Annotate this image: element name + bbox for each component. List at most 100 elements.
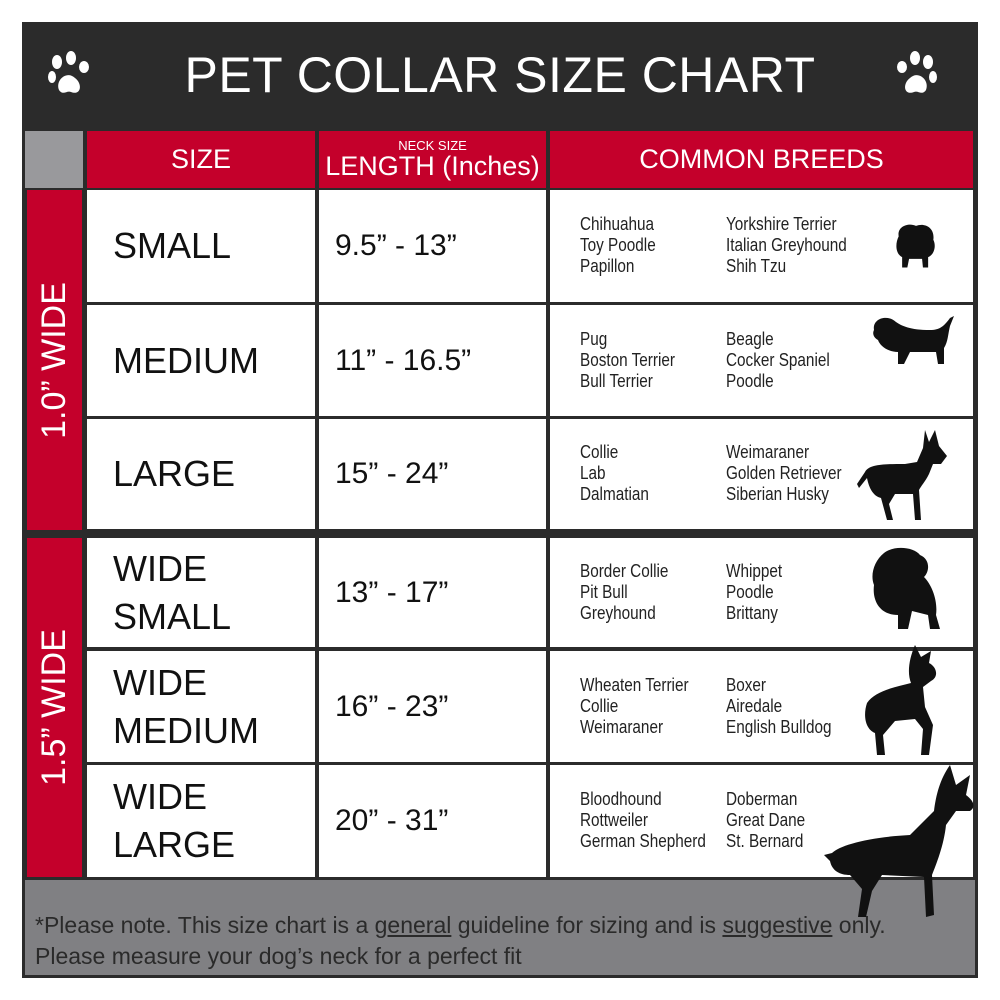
breed-list: Bloodhound Rottweiler German Shepherd: [580, 789, 706, 852]
size-cell: MEDIUM: [87, 305, 315, 416]
breeds-cell: Chihuahua Toy Poodle Papillon Yorkshire Te…: [550, 190, 973, 302]
page-title: PET COLLAR SIZE CHART: [22, 22, 978, 127]
breed-item: Boxer: [726, 674, 766, 695]
size-cell: WIDE SMALL: [87, 538, 315, 647]
breed-item: Whippet: [726, 560, 783, 581]
header-size-label: SIZE: [170, 144, 231, 174]
breed-list: Chihuahua Toy Poodle Papillon: [580, 214, 656, 277]
breed-item: Pit Bull: [580, 581, 628, 602]
breed-item: Chihuahua: [580, 214, 655, 234]
header-corner: [25, 131, 83, 188]
breed-item: Great Dane: [726, 810, 806, 830]
length-cell: 16” - 23”: [319, 651, 546, 762]
breed-item: Pug: [580, 328, 608, 349]
breed-list: Border Collie Pit Bull Greyhound: [580, 561, 668, 624]
breed-item: Rottweiler: [580, 810, 649, 830]
length-value: 20” - 31”: [335, 804, 449, 837]
breed-item: Poodle: [726, 581, 774, 602]
size-label: LARGE: [113, 453, 236, 494]
size-label: WIDE LARGE: [113, 776, 236, 865]
footer-text: guideline for sizing and is: [457, 912, 717, 938]
breed-item: Weimaraner: [580, 716, 664, 737]
breed-list: Beagle Cocker Spaniel Poodle: [726, 329, 830, 392]
breed-item: Doberman: [726, 789, 798, 809]
breed-item: Toy Poodle: [580, 235, 656, 255]
breed-item: Italian Greyhound: [726, 235, 847, 255]
footer-underline: general: [374, 912, 452, 938]
footer-text: Please measure your dog’s neck for a per…: [35, 943, 522, 969]
breed-item: Collie: [580, 442, 619, 462]
footer-underline: suggestive: [722, 912, 833, 938]
breed-item: Bloodhound: [580, 789, 662, 809]
header-breeds-label: COMMON BREEDS: [639, 144, 884, 174]
dog-silhouette-icon: [890, 215, 942, 280]
breed-item: Shih Tzu: [726, 256, 787, 276]
dog-silhouette-icon: [855, 424, 955, 529]
header-length: NECK SIZE LENGTH (Inches): [319, 131, 546, 188]
size-cell: SMALL: [87, 190, 315, 302]
breed-item: Siberian Husky: [726, 484, 829, 504]
length-cell: 11” - 16.5”: [319, 305, 546, 416]
footer-note: *Please note. This size chart is a gener…: [25, 880, 975, 975]
breed-item: Collie: [580, 695, 619, 716]
breed-list: Weimaraner Golden Retriever Siberian Husky: [726, 442, 842, 505]
breed-item: Cocker Spaniel: [726, 349, 830, 370]
breed-item: Boston Terrier: [580, 349, 675, 370]
footer-text: *Please note. This size chart is a: [35, 912, 369, 938]
breed-item: Airedale: [726, 695, 783, 716]
breed-list: Whippet Poodle Brittany: [726, 561, 782, 624]
breed-item: St. Bernard: [726, 831, 804, 851]
group-label-text: 1.5” WIDE: [35, 629, 73, 786]
breed-item: Lab: [580, 463, 606, 483]
breed-list: Boxer Airedale English Bulldog: [726, 675, 831, 738]
length-cell: 15” - 24”: [319, 419, 546, 529]
breed-item: Dalmatian: [580, 484, 649, 504]
breed-list: Yorkshire Terrier Italian Greyhound Shih T…: [726, 214, 847, 277]
breed-item: Border Collie: [580, 560, 669, 581]
group-label-1-5in: 1.5” WIDE: [27, 538, 82, 877]
breed-item: Bull Terrier: [580, 370, 653, 391]
breed-item: English Bulldog: [726, 716, 832, 737]
breed-list: Pug Boston Terrier Bull Terrier: [580, 329, 675, 392]
paw-icon: [897, 51, 937, 93]
breed-item: Greyhound: [580, 602, 656, 623]
length-value: 9.5” - 13”: [335, 229, 457, 262]
length-value: 11” - 16.5”: [335, 343, 472, 377]
header-length-label: LENGTH (Inches): [325, 151, 540, 181]
breed-item: Weimaraner: [726, 442, 810, 462]
breed-list: Doberman Great Dane St. Bernard: [726, 789, 805, 852]
breed-item: Papillon: [580, 256, 635, 276]
header-breeds: COMMON BREEDS: [550, 131, 973, 188]
group-label-text: 1.0” WIDE: [35, 281, 73, 439]
size-cell: LARGE: [87, 419, 315, 529]
size-label: WIDE MEDIUM: [113, 661, 259, 751]
header-length-sublabel: NECK SIZE: [398, 138, 467, 153]
header-size: SIZE: [87, 131, 315, 188]
dog-silhouette-icon: [810, 765, 980, 930]
size-cell: WIDE LARGE: [87, 765, 315, 877]
length-value: 16” - 23”: [335, 689, 449, 723]
length-value: 15” - 24”: [335, 457, 449, 490]
breed-item: Poodle: [726, 370, 774, 391]
dog-silhouette-icon: [855, 643, 955, 768]
paw-icon: [48, 51, 89, 93]
length-value: 13” - 17”: [335, 575, 449, 609]
length-cell: 20” - 31”: [319, 765, 546, 877]
breed-item: Golden Retriever: [726, 463, 842, 483]
size-label: MEDIUM: [113, 339, 259, 381]
breed-item: Yorkshire Terrier: [726, 214, 837, 234]
breed-item: German Shepherd: [580, 831, 706, 851]
length-cell: 9.5” - 13”: [319, 190, 546, 302]
size-cell: WIDE MEDIUM: [87, 651, 315, 762]
breed-item: Beagle: [726, 328, 774, 349]
size-label: SMALL: [113, 225, 232, 266]
breed-item: Brittany: [726, 602, 778, 623]
group-label-1in: 1.0” WIDE: [27, 190, 82, 530]
breed-list: Wheaten Terrier Collie Weimaraner: [580, 675, 689, 738]
dog-silhouette-icon: [870, 312, 960, 377]
dog-silhouette-icon: [868, 545, 948, 640]
breed-list: Collie Lab Dalmatian: [580, 442, 649, 505]
length-cell: 13” - 17”: [319, 538, 546, 647]
breed-item: Wheaten Terrier: [580, 674, 689, 695]
size-label: WIDE SMALL: [113, 547, 232, 637]
